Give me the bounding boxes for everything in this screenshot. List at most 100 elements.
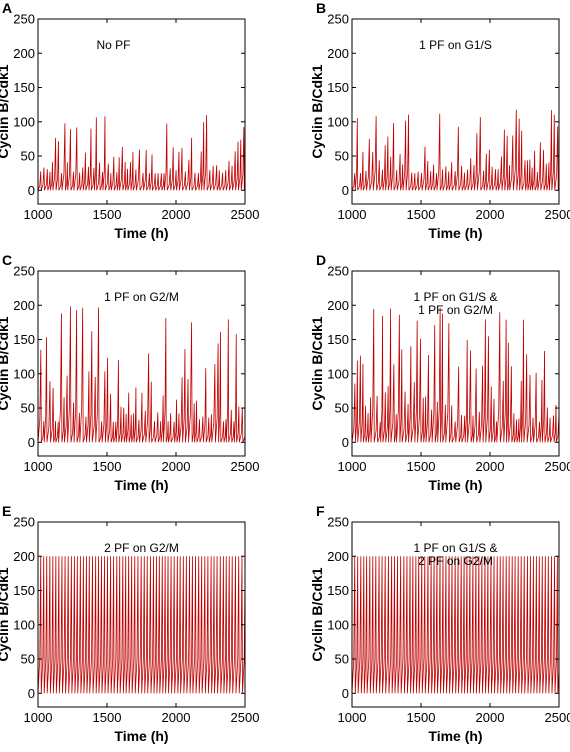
y-axis-label: Cyclin B/Cdk1 [0, 64, 11, 158]
x-tick-label: 1000 [338, 710, 367, 725]
panel-annotation: 1 PF on G1/S & [413, 290, 497, 304]
x-tick-label: 2500 [545, 459, 570, 474]
x-tick-label: 1000 [24, 207, 53, 222]
y-tick-label: 150 [327, 80, 349, 95]
x-tick-label: 2500 [231, 459, 260, 474]
y-tick-label: 0 [342, 183, 349, 198]
y-tick-label: 50 [21, 401, 35, 416]
x-tick-label: 2000 [162, 459, 191, 474]
y-tick-label: 150 [13, 583, 35, 598]
x-tick-label: 1000 [24, 459, 53, 474]
y-tick-label: 150 [327, 583, 349, 598]
panel-f: F 1000 1500 2000 2500 0 50 100 150 200 250 Time (h)… [309, 503, 570, 744]
y-axis-label: Cyclin B/Cdk1 [309, 64, 325, 158]
x-axis-label: Time (h) [114, 477, 168, 493]
x-tick-label: 2000 [162, 710, 191, 725]
x-tick-label: 2000 [476, 459, 505, 474]
y-tick-label: 200 [13, 298, 35, 313]
y-tick-label: 100 [13, 114, 35, 129]
y-tick-label: 250 [13, 515, 35, 530]
y-tick-label: 150 [13, 80, 35, 95]
y-tick-label: 100 [327, 366, 349, 381]
y-tick-label: 50 [335, 652, 349, 667]
x-tick-label: 1500 [407, 207, 436, 222]
plot-frame [37, 18, 246, 205]
plot-frame [37, 270, 246, 457]
panel-annotation: 1 PF on G2/M [418, 303, 493, 317]
y-tick-label: 50 [335, 401, 349, 416]
y-tick-label: 200 [13, 549, 35, 564]
y-tick-label: 200 [327, 46, 349, 61]
x-tick-label: 1500 [93, 207, 122, 222]
x-tick-label: 1500 [93, 459, 122, 474]
panel-annotation: 2 PF on G2/M [418, 554, 493, 568]
series-line [352, 556, 559, 694]
y-axis-label: Cyclin B/Cdk1 [309, 316, 325, 410]
plot-frame [351, 521, 560, 708]
x-axis-label: Time (h) [428, 477, 482, 493]
y-tick-label: 200 [13, 46, 35, 61]
panel-annotation: 1 PF on G2/M [104, 290, 179, 304]
series-line [352, 307, 559, 443]
panel-letter: C [2, 252, 12, 268]
y-tick-label: 250 [13, 12, 35, 27]
panel-letter: B [316, 0, 326, 16]
panel-letter: D [316, 252, 326, 268]
series-line [38, 306, 245, 443]
x-tick-label: 1500 [407, 459, 436, 474]
panel-d: D 1000 1500 2000 2500 0 50 100 150 200 250 Time (h)… [309, 252, 570, 493]
panel-e: E 1000 1500 2000 2500 0 50 100 150 200 250 Time (h)… [0, 503, 259, 744]
x-tick-label: 2500 [545, 710, 570, 725]
x-tick-label: 1500 [407, 710, 436, 725]
x-tick-label: 2000 [162, 207, 191, 222]
x-tick-label: 2500 [231, 710, 260, 725]
x-axis-label: Time (h) [114, 728, 168, 744]
panel-letter: A [2, 0, 12, 16]
x-tick-label: 1500 [93, 710, 122, 725]
panel-annotation: 2 PF on G2/M [104, 541, 179, 555]
y-tick-label: 250 [327, 515, 349, 530]
x-axis-label: Time (h) [114, 225, 168, 241]
y-tick-label: 100 [13, 617, 35, 632]
y-tick-label: 200 [327, 549, 349, 564]
y-axis-label: Cyclin B/Cdk1 [309, 567, 325, 661]
y-tick-label: 50 [335, 149, 349, 164]
x-tick-label: 1000 [338, 207, 367, 222]
panel-a: A 1000 1500 2000 2500 0 50 100 150 200 250 Time (h)… [0, 0, 259, 241]
y-tick-label: 50 [21, 652, 35, 667]
y-tick-label: 0 [342, 435, 349, 450]
series-line [38, 114, 245, 191]
y-tick-label: 0 [28, 183, 35, 198]
panel-letter: F [316, 503, 325, 519]
x-tick-label: 1000 [338, 459, 367, 474]
panel-annotation: No PF [96, 38, 130, 52]
y-tick-label: 250 [13, 264, 35, 279]
x-tick-label: 2000 [476, 710, 505, 725]
panel-annotation: 1 PF on G1/S [419, 38, 492, 52]
panel-letter: E [2, 503, 11, 519]
x-tick-label: 2000 [476, 207, 505, 222]
panel-c: C 1000 1500 2000 2500 0 50 100 150 200 250 Time (h)… [0, 252, 259, 493]
y-tick-label: 50 [21, 149, 35, 164]
y-tick-label: 250 [327, 264, 349, 279]
x-axis-label: Time (h) [428, 225, 482, 241]
y-tick-label: 0 [28, 686, 35, 701]
y-axis-label: Cyclin B/Cdk1 [0, 567, 11, 661]
y-tick-label: 100 [327, 114, 349, 129]
x-tick-label: 2500 [231, 207, 260, 222]
y-tick-label: 100 [327, 617, 349, 632]
plot-frame [37, 521, 246, 708]
y-tick-label: 150 [327, 332, 349, 347]
y-tick-label: 150 [13, 332, 35, 347]
series-line [38, 556, 245, 694]
x-tick-label: 1000 [24, 710, 53, 725]
plot-frame [351, 18, 560, 205]
y-tick-label: 0 [28, 435, 35, 450]
plot-frame [351, 270, 560, 457]
y-tick-label: 100 [13, 366, 35, 381]
y-tick-label: 250 [327, 12, 349, 27]
series-line [352, 109, 559, 191]
y-axis-label: Cyclin B/Cdk1 [0, 316, 11, 410]
x-tick-label: 2500 [545, 207, 570, 222]
